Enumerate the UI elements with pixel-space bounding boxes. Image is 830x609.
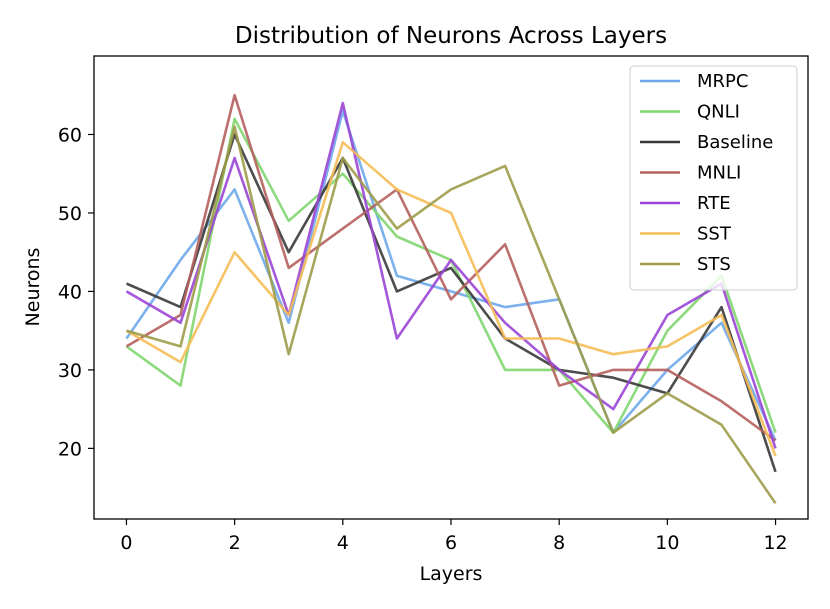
x-tick-label: 12 <box>763 532 787 554</box>
y-axis-ticks: 20 30 40 50 60 <box>58 124 94 460</box>
y-tick-label: 40 <box>58 281 82 303</box>
x-tick-label: 4 <box>337 532 349 554</box>
legend-label-mrpc: MRPC <box>697 71 748 92</box>
legend: MRPC QNLI Baseline MNLI RTE SST STS <box>629 65 798 291</box>
y-tick-label: 50 <box>58 203 82 225</box>
x-tick-label: 2 <box>229 532 241 554</box>
y-tick-label: 30 <box>58 360 82 382</box>
y-tick-label: 20 <box>58 438 82 460</box>
x-axis-ticks: 0 2 4 6 8 10 12 <box>120 519 788 554</box>
legend-label-baseline: Baseline <box>697 132 773 153</box>
legend-label-rte: RTE <box>697 193 731 214</box>
legend-label-sts: STS <box>697 254 731 275</box>
y-tick-label: 60 <box>58 124 82 146</box>
x-tick-label: 6 <box>445 532 457 554</box>
legend-label-sst: SST <box>697 224 732 245</box>
x-axis-label: Layers <box>420 563 483 585</box>
series-line-sst <box>125 141 777 457</box>
x-tick-label: 0 <box>120 532 132 554</box>
legend-label-qnli: QNLI <box>697 102 740 123</box>
series-lines <box>125 93 777 505</box>
series-line-rte <box>125 101 777 449</box>
x-tick-label: 8 <box>553 532 565 554</box>
x-tick-label: 10 <box>655 532 679 554</box>
series-line-sts <box>126 125 777 505</box>
y-axis-label: Neurons <box>22 248 44 327</box>
chart-title: Distribution of Neurons Across Layers <box>235 23 667 49</box>
legend-label-mnli: MNLI <box>697 163 741 184</box>
series-line-mnli <box>125 93 777 442</box>
